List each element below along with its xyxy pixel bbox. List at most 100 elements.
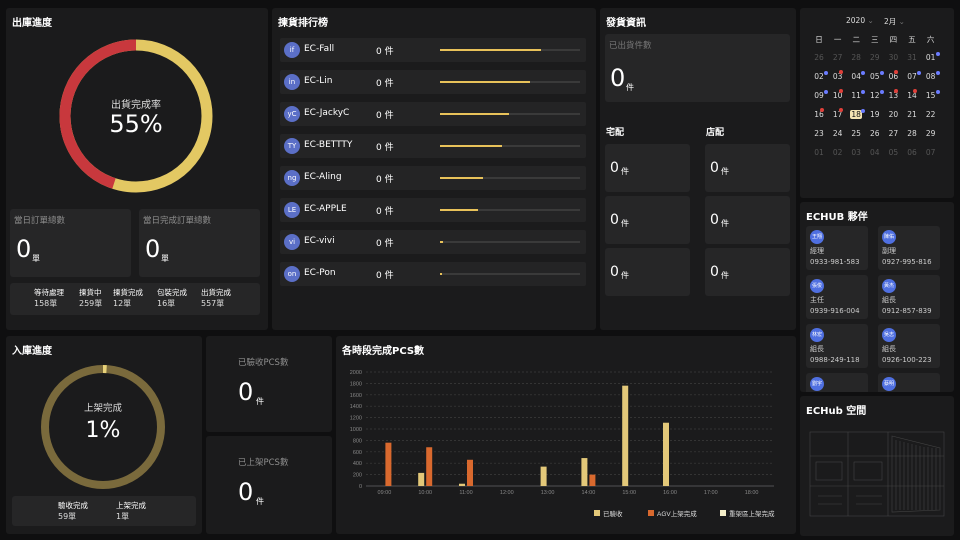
calendar-day[interactable]: 23 [814, 129, 824, 138]
calendar-year-select[interactable]: 2020 ⌄ [846, 16, 874, 25]
partner-card[interactable]: 陳佑 副理 0927-995-816 [878, 226, 940, 270]
calendar-day[interactable]: 17 [832, 110, 843, 119]
calendar-day[interactable]: 04 [851, 72, 861, 81]
calendar-day[interactable]: 02 [814, 72, 824, 81]
stat-received: 驗收完成 59單 [58, 500, 88, 522]
ranking-count: 0 件 [376, 79, 394, 89]
x-tick-label: 17:00 [704, 490, 718, 496]
calendar-day[interactable]: 27 [832, 53, 843, 62]
calendar-day[interactable]: 13 [888, 91, 899, 100]
orders-today-card: 當日訂單總數 0 單 [10, 209, 131, 277]
calendar-day[interactable]: 29 [870, 53, 880, 62]
delivery-unit: 件 [621, 167, 629, 176]
calendar-day[interactable]: 28 [851, 53, 861, 62]
x-tick-label: 13:00 [541, 490, 555, 496]
event-dot [935, 71, 940, 75]
bar-received [418, 472, 425, 486]
calendar-day[interactable]: 03 [832, 72, 843, 81]
calendar-day[interactable]: 16 [814, 110, 824, 119]
calendar-day[interactable]: 06 [888, 72, 899, 81]
ranking-row: on EC-Pon 0 件 [280, 262, 586, 286]
calendar-day[interactable]: 03 [851, 148, 861, 157]
weekday-header: 四 [889, 35, 898, 44]
avatar: vi [284, 234, 300, 250]
space-title: ECHub 空間 [806, 406, 867, 417]
calendar-day[interactable]: 10 [832, 91, 843, 100]
bar-received [540, 466, 547, 486]
stat-label: 等待處理 [34, 288, 64, 297]
calendar-day[interactable]: 14 [907, 91, 917, 100]
avatar: yC [284, 106, 300, 122]
partner-phone: 0939-916-004 [810, 307, 860, 315]
chevron-down-icon: ⌄ [867, 16, 874, 25]
calendar-day[interactable]: 05 [870, 72, 880, 81]
calendar-day[interactable]: 21 [907, 110, 917, 119]
partner-card[interactable]: 劉宇 [806, 373, 868, 392]
calendar-day[interactable]: 27 [888, 129, 899, 138]
calendar-day[interactable]: 26 [870, 129, 880, 138]
calendar-day[interactable]: 09 [814, 91, 824, 100]
chart-title: 各時段完成PCS數 [342, 346, 425, 357]
calendar-day[interactable]: 30 [888, 53, 899, 62]
calendar-day[interactable]: 12 [870, 91, 880, 100]
delivery-unit: 件 [621, 271, 629, 280]
event-dot [838, 108, 843, 112]
calendar-day[interactable]: 05 [888, 148, 899, 157]
partner-phone: 0988-249-118 [810, 356, 860, 364]
calendar-day[interactable]: 11 [851, 91, 861, 100]
x-tick-label: 12:00 [500, 490, 514, 496]
partner-card[interactable]: 王翔 經理 0933-981-583 [806, 226, 868, 270]
legend-label: AGV上架完成 [657, 509, 697, 518]
stat-label: 上架完成 [116, 501, 146, 510]
ranking-name: EC-APPLE [304, 204, 347, 214]
bar-received [459, 483, 465, 486]
calendar-day[interactable]: 07 [925, 148, 936, 157]
outbound-panel: 出庫進度 出貨完成率 55% 當日訂單總數 0 單 當日完成訂單總數 0 單 等… [6, 8, 268, 330]
outbound-donut [59, 39, 213, 193]
calendar-day[interactable]: 24 [832, 129, 843, 138]
calendar-day[interactable]: 28 [907, 129, 917, 138]
calendar-day[interactable]: 08 [925, 72, 936, 81]
avatar: 林宏 [810, 328, 824, 342]
calendar-day[interactable]: 06 [907, 148, 917, 157]
partner-role: 組長 [882, 296, 896, 304]
partner-card[interactable]: 林宏 組長 0988-249-118 [806, 324, 868, 368]
calendar-day[interactable]: 29 [925, 129, 936, 138]
y-tick-label: 1400 [350, 404, 362, 410]
partner-card[interactable]: 張俊 主任 0939-916-004 [806, 275, 868, 319]
partner-card[interactable]: 吳志 組長 0926-100-223 [878, 324, 940, 368]
ranking-row: ng EC-Aling 0 件 [280, 166, 586, 190]
calendar-day[interactable]: 20 [888, 110, 899, 119]
calendar-month: 2月 [884, 17, 897, 26]
calendar-day[interactable]: 04 [870, 148, 880, 157]
calendar-day[interactable]: 15 [925, 91, 936, 100]
stat-value: 158單 [34, 299, 58, 308]
event-dot [820, 108, 824, 112]
calendar-day[interactable]: 07 [907, 72, 917, 81]
avatar: LE [284, 202, 300, 218]
stat-waiting: 等待處理 158單 [34, 287, 64, 309]
calendar-day[interactable]: 31 [907, 53, 917, 62]
calendar-day[interactable]: 26 [814, 53, 824, 62]
progress-track [440, 49, 580, 51]
calendar-day-today[interactable]: 18 [850, 110, 863, 119]
stat-value: 259單 [79, 299, 103, 308]
y-tick-label: 0 [359, 484, 362, 490]
inbound-title: 入庫進度 [12, 346, 52, 357]
calendar-day[interactable]: 19 [870, 110, 880, 119]
delivery-count: 0 [610, 160, 619, 176]
calendar-day[interactable]: 22 [925, 110, 936, 119]
partner-role: 副理 [882, 247, 896, 255]
partner-card[interactable]: 蔡明 [878, 373, 940, 392]
legend-label: 已驗收 [603, 509, 623, 518]
calendar-day[interactable]: 01 [814, 148, 824, 157]
calendar-day[interactable]: 01 [925, 53, 936, 62]
calendar-day[interactable]: 02 [832, 148, 843, 157]
event-dot [861, 109, 866, 113]
event-dot [879, 90, 884, 94]
partner-card[interactable]: 黃杰 組長 0912-857-839 [878, 275, 940, 319]
calendar-day[interactable]: 25 [851, 129, 861, 138]
event-dot [913, 89, 917, 93]
calendar-month-select[interactable]: 2月 ⌄ [884, 16, 905, 27]
